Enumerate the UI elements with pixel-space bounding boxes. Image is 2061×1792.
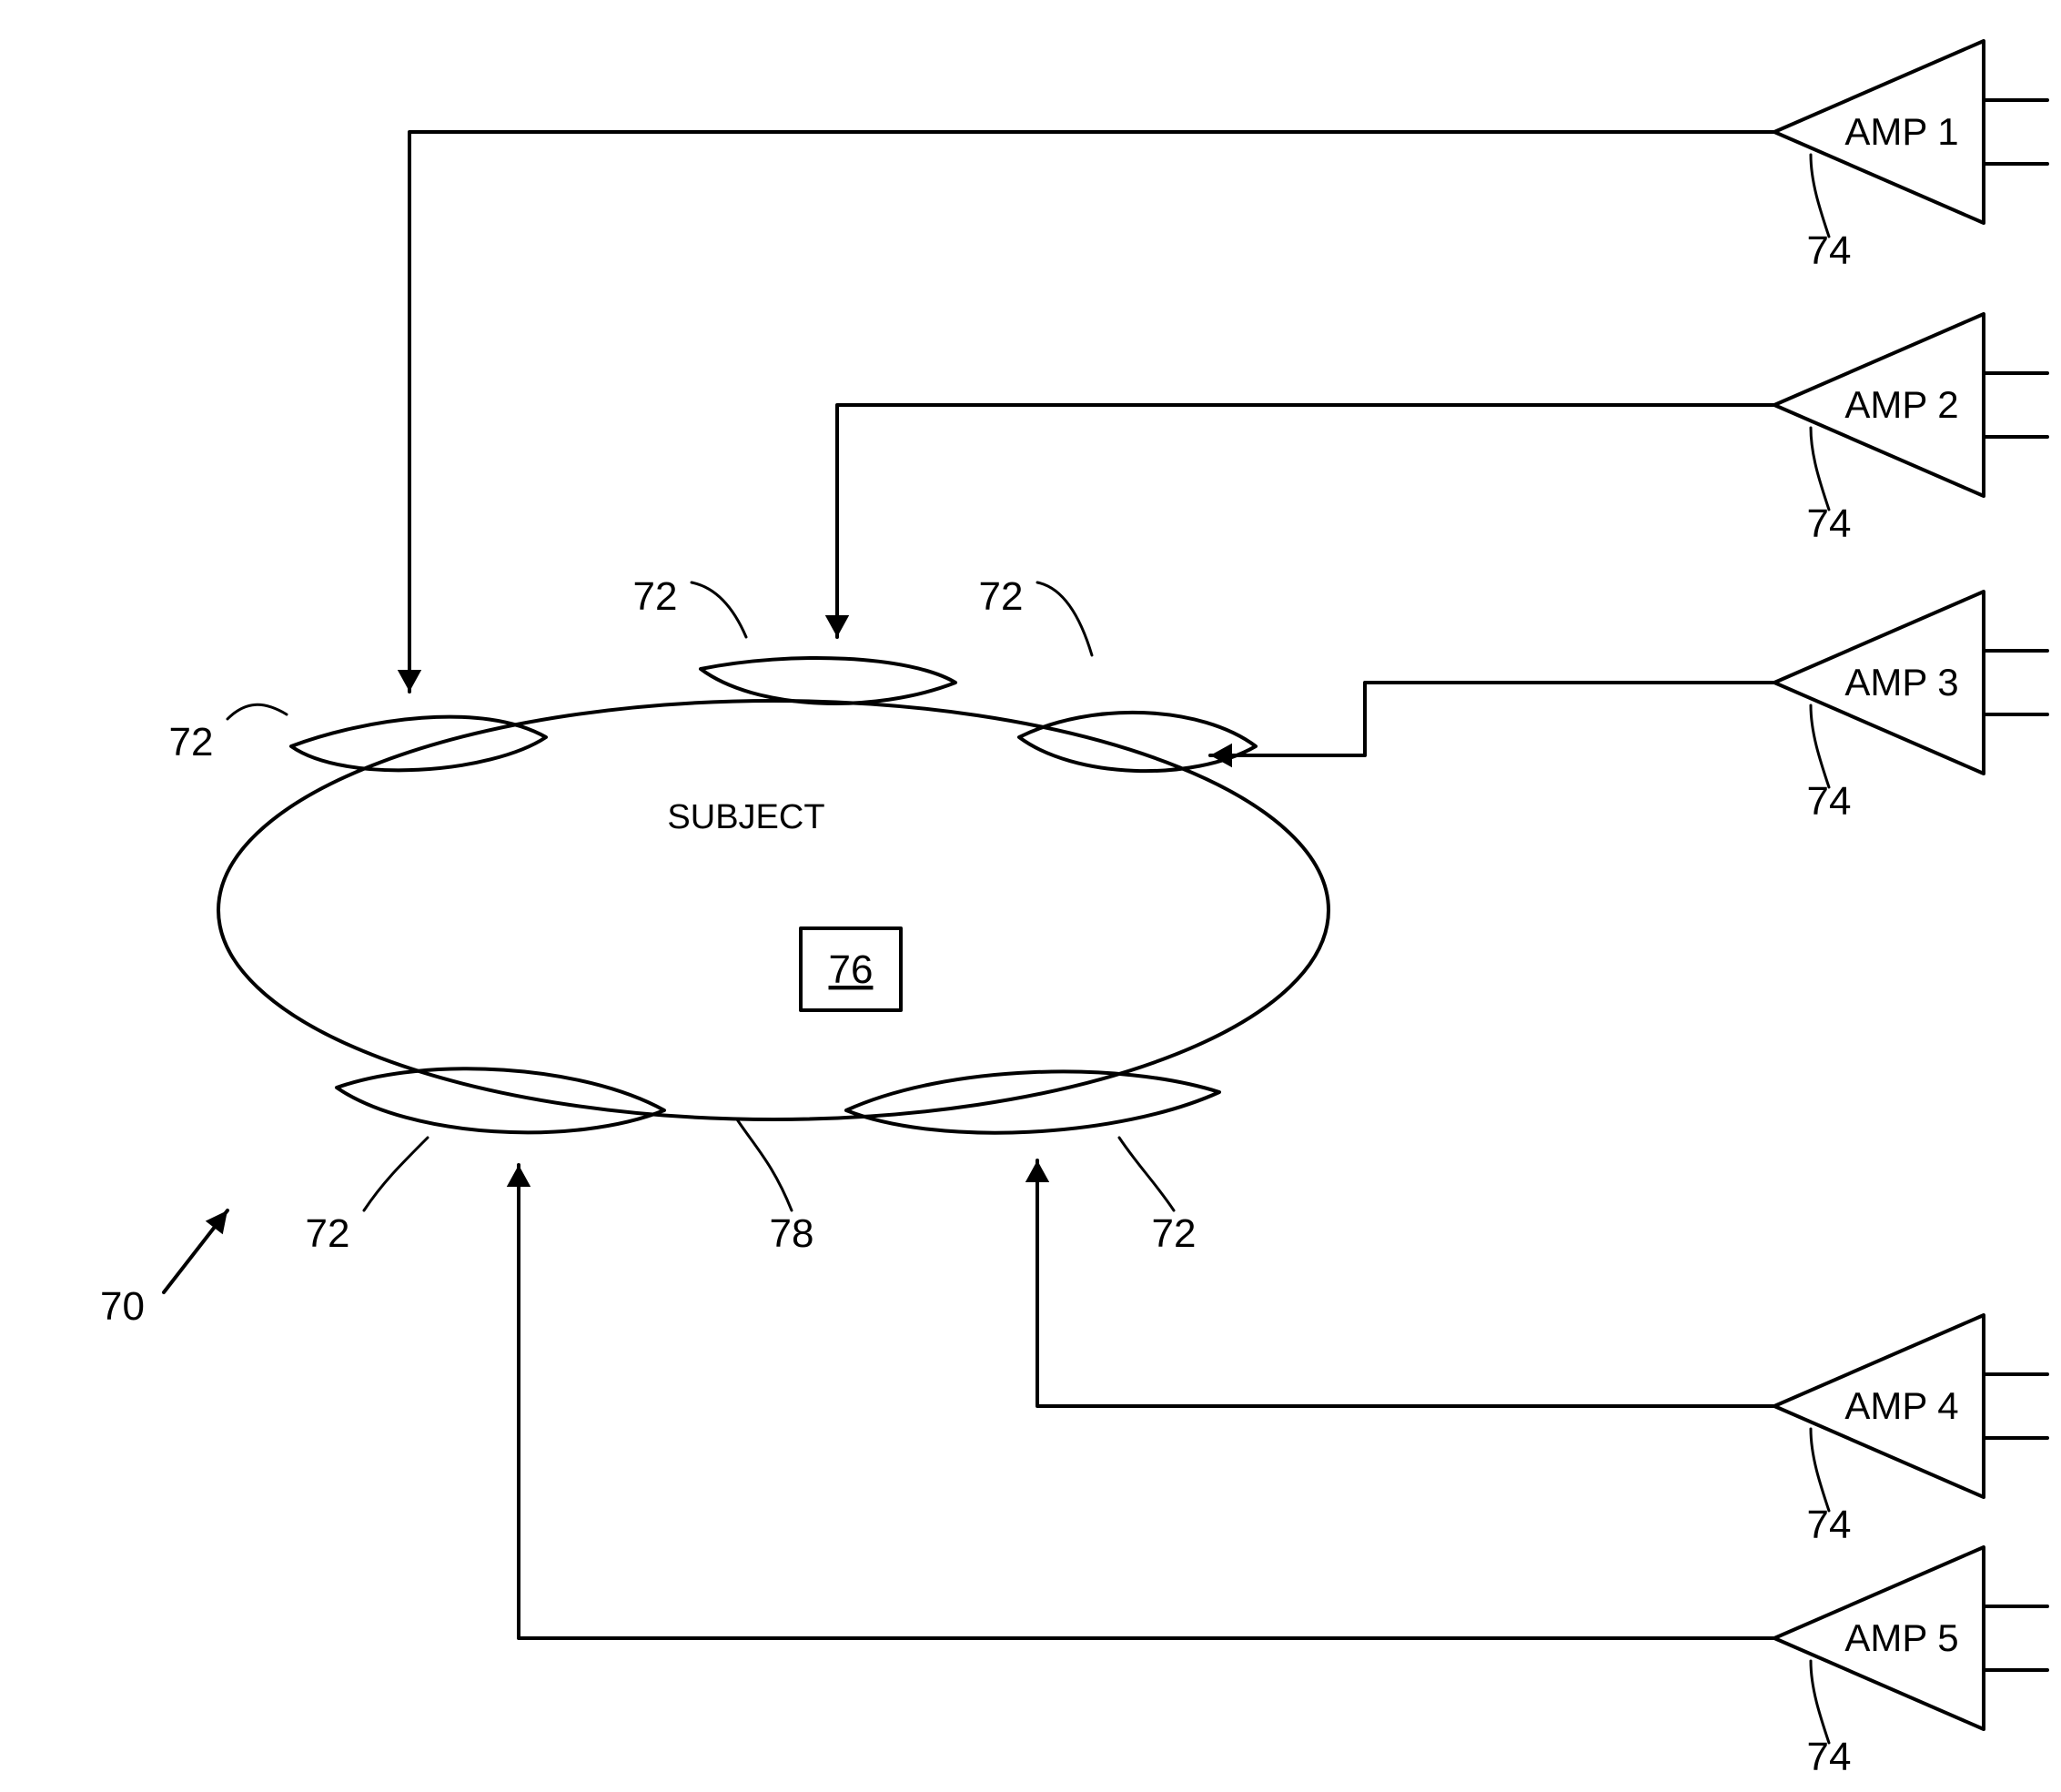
- amp-4-label: AMP 4: [1844, 1384, 1958, 1427]
- wire-1: [409, 132, 1774, 692]
- wire-5: [519, 1165, 1774, 1638]
- box-76-label: 76: [829, 947, 874, 992]
- ref-72-leader-3: [1037, 582, 1092, 655]
- ref-74-leader-1: [1811, 155, 1829, 237]
- ref-70-arrowhead: [206, 1210, 227, 1234]
- ref-72-leader-1: [227, 704, 287, 719]
- ref-72-label-2: 72: [633, 574, 678, 619]
- ref-74-label-1: 74: [1807, 228, 1852, 273]
- coil-5: [846, 1071, 1219, 1132]
- ref-72-label-5: 72: [1152, 1211, 1197, 1256]
- ref-74-leader-4: [1811, 1429, 1829, 1511]
- ref-70-label: 70: [100, 1284, 145, 1329]
- wire-3: [1210, 683, 1774, 755]
- amp-2-label: AMP 2: [1844, 383, 1958, 426]
- coil-3: [1019, 713, 1256, 771]
- ref-74-leader-5: [1811, 1661, 1829, 1743]
- amp-3-label: AMP 3: [1844, 661, 1958, 704]
- arrowhead: [398, 670, 421, 692]
- ref-72-leader-4: [364, 1138, 428, 1210]
- ref-74-leader-3: [1811, 705, 1829, 787]
- ref-72-label-3: 72: [979, 574, 1024, 619]
- wire-4: [1037, 1160, 1774, 1406]
- arrowhead: [1025, 1160, 1049, 1182]
- ref-74-leader-2: [1811, 428, 1829, 510]
- ref-72-label-4: 72: [306, 1211, 350, 1256]
- wire-2: [837, 405, 1774, 637]
- ref-74-label-5: 74: [1807, 1735, 1852, 1779]
- ref-72-label-1: 72: [169, 720, 214, 764]
- amp-1-label: AMP 1: [1844, 110, 1958, 153]
- ref-72-leader-2: [692, 582, 746, 637]
- ref-74-label-2: 74: [1807, 501, 1852, 546]
- ref-78-leader: [737, 1119, 792, 1210]
- coil-4: [337, 1068, 664, 1132]
- ref-78-label: 78: [770, 1211, 814, 1256]
- subject-ellipse: [218, 701, 1329, 1119]
- arrowhead: [507, 1165, 530, 1187]
- ref-74-label-3: 74: [1807, 779, 1852, 824]
- arrowhead: [825, 615, 849, 637]
- ref-72-leader-5: [1119, 1138, 1174, 1210]
- ref-74-label-4: 74: [1807, 1503, 1852, 1547]
- amp-5-label: AMP 5: [1844, 1616, 1958, 1659]
- coil-2: [701, 658, 955, 704]
- subject-label: SUBJECT: [667, 798, 824, 836]
